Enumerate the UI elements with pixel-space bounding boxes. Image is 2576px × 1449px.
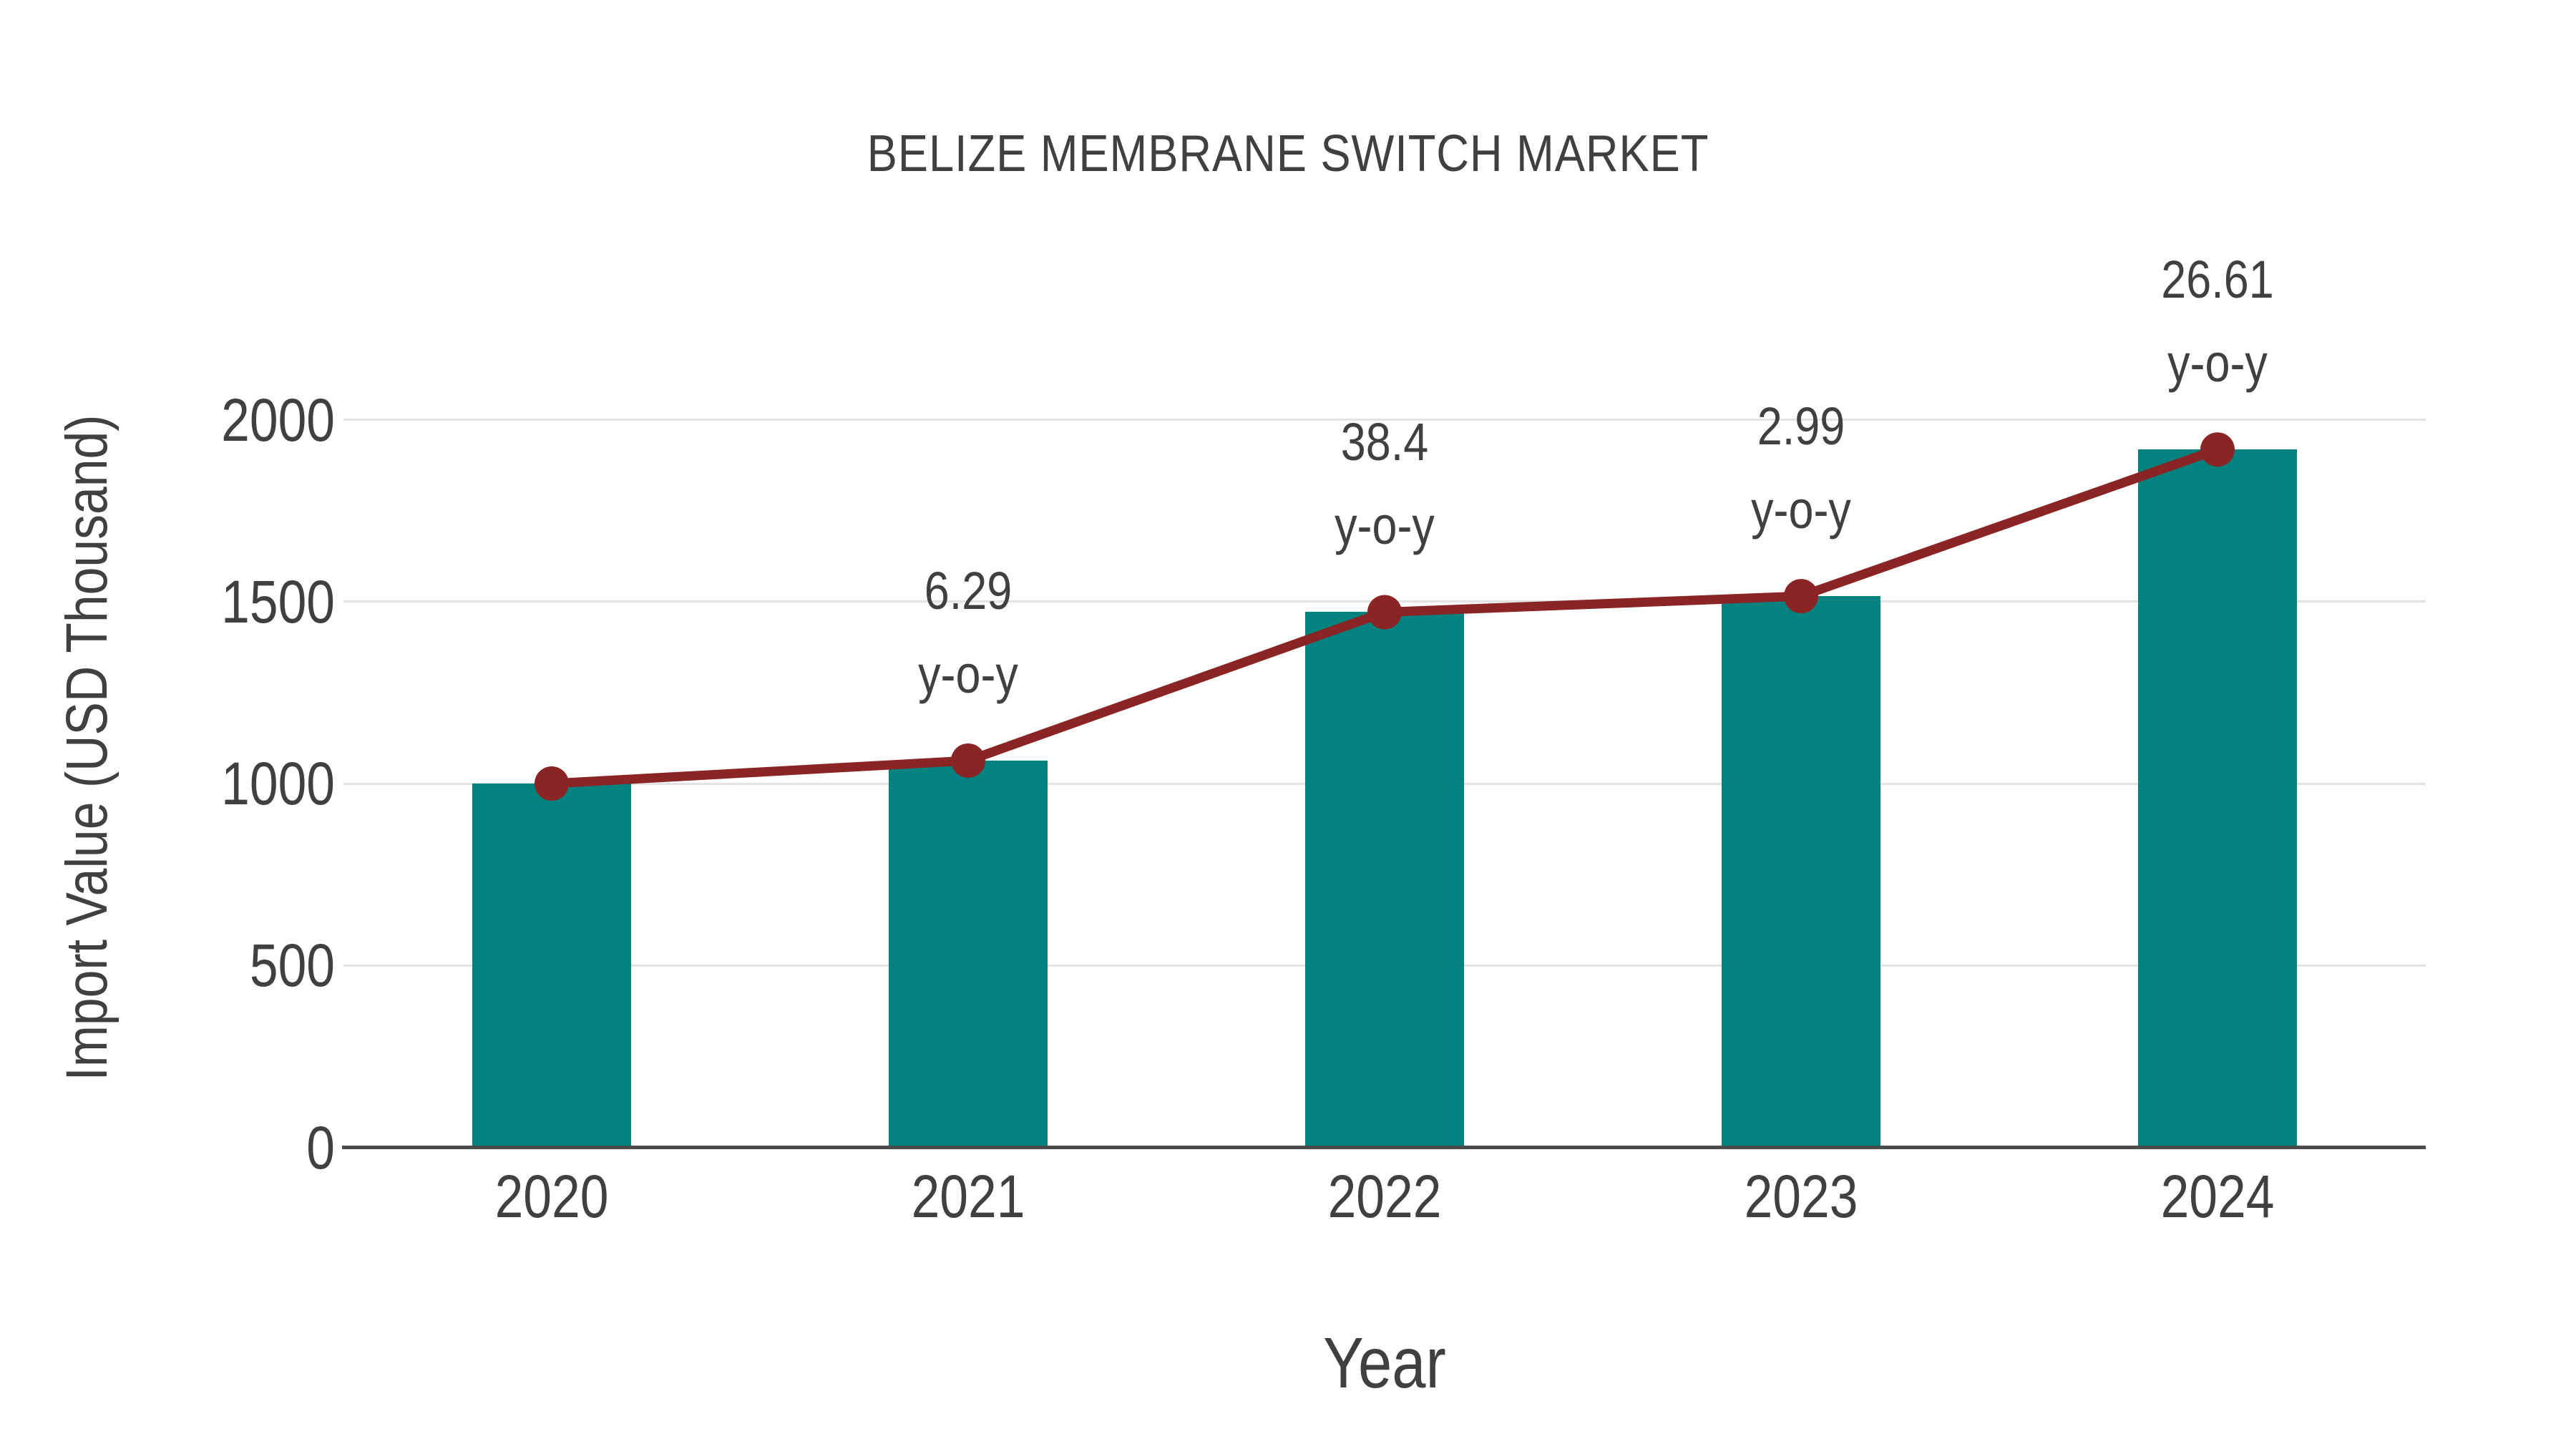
- line-marker-2021: [951, 743, 985, 778]
- annotation-value-2023: 2.99: [1757, 396, 1845, 457]
- annotation-suffix-2024: y-o-y: [2167, 333, 2268, 394]
- y-tick-label-500: 500: [249, 932, 335, 1000]
- bar-2022: [1305, 612, 1464, 1148]
- annotation-suffix-2021: y-o-y: [918, 644, 1018, 704]
- y-tick-label-1000: 1000: [221, 750, 335, 817]
- line-marker-2022: [1367, 595, 1402, 630]
- x-tick-label-2021: 2021: [911, 1163, 1025, 1230]
- x-tick-label-2024: 2024: [2160, 1163, 2275, 1230]
- annotation-value-2022: 38.4: [1340, 412, 1429, 472]
- x-tick-label-2022: 2022: [1327, 1163, 1442, 1230]
- x-axis-line: [342, 1146, 2426, 1149]
- annotation-suffix-2022: y-o-y: [1335, 496, 1435, 556]
- y-tick-label-1500: 1500: [221, 567, 335, 635]
- line-marker-2020: [535, 766, 569, 801]
- gridline-2000: [343, 419, 2426, 421]
- bar-2023: [1722, 596, 1880, 1148]
- x-tick-label-2023: 2023: [1744, 1163, 1858, 1230]
- annotation-suffix-2023: y-o-y: [1751, 480, 1851, 540]
- line-marker-2023: [1784, 579, 1818, 614]
- bar-2021: [889, 760, 1048, 1148]
- chart-title: BELIZE MEMBRANE SWITCH MARKET: [867, 125, 1709, 182]
- y-tick-label-2000: 2000: [221, 386, 335, 454]
- annotation-value-2021: 6.29: [924, 560, 1013, 620]
- x-tick-label-2020: 2020: [494, 1163, 609, 1230]
- x-axis-title: Year: [1323, 1323, 1446, 1403]
- bar-2024: [2138, 449, 2297, 1148]
- bar-2020: [472, 784, 631, 1148]
- line-marker-2024: [2200, 432, 2235, 467]
- annotation-value-2024: 26.61: [2161, 250, 2274, 310]
- y-tick-label-0: 0: [306, 1113, 335, 1181]
